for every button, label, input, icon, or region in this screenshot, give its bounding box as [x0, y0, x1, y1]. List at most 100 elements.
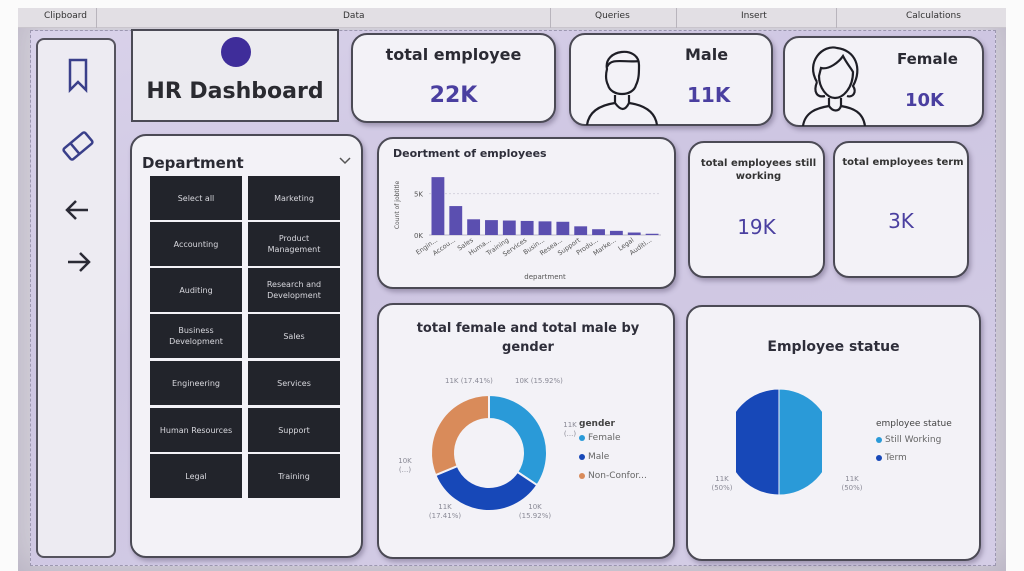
- bar[interactable]: [556, 221, 570, 235]
- gender-label-non-left: 10K (...): [398, 457, 412, 474]
- legend-dot-still-working: [876, 436, 882, 443]
- ribbon-bar: Clipboard Data Queries Insert Calculatio…: [18, 8, 1006, 28]
- ribbon-tab-data[interactable]: Data: [343, 11, 365, 21]
- gender-legend-female[interactable]: Female: [579, 433, 621, 443]
- bar[interactable]: [502, 220, 516, 235]
- ribbon-tab-clipboard[interactable]: Clipboard: [44, 11, 87, 21]
- kpi-total-employee-card[interactable]: total employee 22K: [351, 33, 556, 123]
- gender-legend-title: gender: [579, 419, 615, 429]
- slicer-item-product-management[interactable]: Product Management: [248, 222, 340, 266]
- bar[interactable]: [592, 229, 605, 235]
- status-legend-title: employee statue: [876, 419, 952, 429]
- gender-donut-card[interactable]: total female and total male by gender 11…: [377, 303, 675, 559]
- slicer-item-accounting[interactable]: Accounting: [150, 222, 242, 266]
- slicer-item-support[interactable]: Support: [248, 408, 340, 452]
- kpi-still-working-label: total employees still working: [700, 158, 817, 182]
- kpi-term-card[interactable]: total employees term 3K: [833, 141, 969, 278]
- slicer-item-sales[interactable]: Sales: [248, 314, 340, 358]
- gender-label-male-bottom-right: 10K (15.92%): [518, 503, 552, 520]
- status-label-right: 11K (50%): [841, 475, 863, 492]
- slicer-item-services[interactable]: Services: [248, 361, 340, 405]
- bar[interactable]: [609, 230, 623, 235]
- bar[interactable]: [520, 220, 534, 235]
- nav-panel: [36, 38, 116, 558]
- bookmark-icon[interactable]: [58, 56, 98, 96]
- legend-term-label: Term: [885, 453, 907, 463]
- kpi-total-employee-value: 22K: [429, 83, 478, 108]
- ribbon-tab-insert[interactable]: Insert: [741, 11, 767, 21]
- gender-donut-plot: [430, 393, 548, 512]
- legend-dot-female: [579, 434, 585, 441]
- slicer-item-business-development[interactable]: Business Development: [150, 314, 242, 358]
- title-card: HR Dashboard: [131, 29, 339, 122]
- kpi-still-working-card[interactable]: total employees still working 19K: [688, 141, 825, 278]
- legend-dot-male: [579, 453, 585, 460]
- eraser-icon[interactable]: [58, 126, 98, 166]
- gender-legend-male[interactable]: Male: [579, 452, 609, 462]
- logo-dot: [221, 37, 251, 67]
- pie-slice[interactable]: [736, 388, 780, 496]
- legend-still-working-label: Still Working: [885, 435, 942, 445]
- slicer-item-research-and-development[interactable]: Research and Development: [248, 268, 340, 312]
- legend-non-label: Non-Confor...: [588, 471, 647, 481]
- y-tick-label: 5K: [414, 191, 423, 199]
- donut-slice[interactable]: [430, 393, 490, 477]
- status-label-left: 11K (50%): [711, 475, 733, 492]
- gender-chart-title: total female and total male by gender: [416, 321, 640, 355]
- bar[interactable]: [449, 206, 463, 235]
- bar-chart-title: Deortment of employees: [393, 147, 547, 160]
- page-title: HR Dashboard: [146, 79, 324, 104]
- legend-male-label: Male: [588, 452, 610, 462]
- slicer-item-marketing[interactable]: Marketing: [248, 176, 340, 220]
- slicer-item-training[interactable]: Training: [248, 454, 340, 498]
- slicer-item-select-all[interactable]: Select all: [150, 176, 242, 220]
- status-chart-title: Employee statue: [767, 339, 900, 355]
- bar[interactable]: [467, 219, 481, 235]
- pie-slice[interactable]: [778, 388, 822, 496]
- y-tick-label: 0K: [414, 232, 423, 240]
- kpi-male-value: 11K: [687, 83, 731, 107]
- ribbon-tab-calculations[interactable]: Calculations: [906, 11, 961, 21]
- slicer-item-legal[interactable]: Legal: [150, 454, 242, 498]
- bar[interactable]: [431, 177, 445, 235]
- kpi-male-label: Male: [685, 45, 729, 64]
- male-avatar-icon: [585, 50, 659, 125]
- department-bar-chart-card[interactable]: Deortment of employees 5K 0K Count of jobt…: [377, 137, 676, 289]
- legend-dot-non: [579, 472, 585, 479]
- forward-arrow-icon[interactable]: [58, 242, 98, 282]
- status-legend-still-working[interactable]: Still Working: [876, 435, 941, 445]
- kpi-still-working-value: 19K: [737, 215, 776, 239]
- slicer-item-auditing[interactable]: Auditing: [150, 268, 242, 312]
- legend-female-label: Female: [588, 433, 621, 443]
- kpi-female-label: Female: [897, 50, 958, 68]
- gender-label-female-top: 10K (15.92%): [515, 377, 563, 385]
- ribbon-tab-queries[interactable]: Queries: [595, 11, 630, 21]
- slicer-item-human-resources[interactable]: Human Resources: [150, 408, 242, 452]
- chevron-down-icon[interactable]: [339, 156, 351, 166]
- gender-label-non-top: 11K (17.41%): [445, 377, 493, 385]
- status-legend-term[interactable]: Term: [876, 453, 907, 463]
- kpi-total-employee-label: total employee: [385, 45, 522, 64]
- gender-label-female-right: 11K (...): [563, 421, 577, 438]
- x-axis-label: department: [524, 273, 566, 281]
- kpi-term-label: total employees term: [842, 157, 964, 168]
- department-slicer-grid: Select all Marketing Accounting Product …: [150, 176, 344, 498]
- slicer-item-engineering[interactable]: Engineering: [150, 361, 242, 405]
- kpi-term-value: 3K: [888, 209, 914, 233]
- female-avatar-icon: [801, 46, 867, 126]
- back-arrow-icon[interactable]: [58, 190, 98, 230]
- bar[interactable]: [645, 233, 659, 235]
- gender-label-male-bottom: 11K (17.41%): [428, 503, 462, 520]
- bar[interactable]: [627, 232, 641, 235]
- bar[interactable]: [574, 226, 588, 235]
- kpi-male-card[interactable]: Male 11K: [569, 33, 773, 126]
- slicer-title: Department: [142, 154, 244, 172]
- bar[interactable]: [485, 220, 498, 235]
- employee-status-pie-card[interactable]: Employee statue 11K (50%) 11K (50%) empl…: [686, 305, 981, 561]
- gender-legend-non-conforming[interactable]: Non-Confor...: [579, 471, 647, 481]
- kpi-female-card[interactable]: Female 10K: [783, 36, 984, 127]
- y-axis-label: Count of jobtitle: [394, 181, 401, 230]
- bar[interactable]: [538, 221, 552, 235]
- kpi-female-value: 10K: [905, 90, 944, 111]
